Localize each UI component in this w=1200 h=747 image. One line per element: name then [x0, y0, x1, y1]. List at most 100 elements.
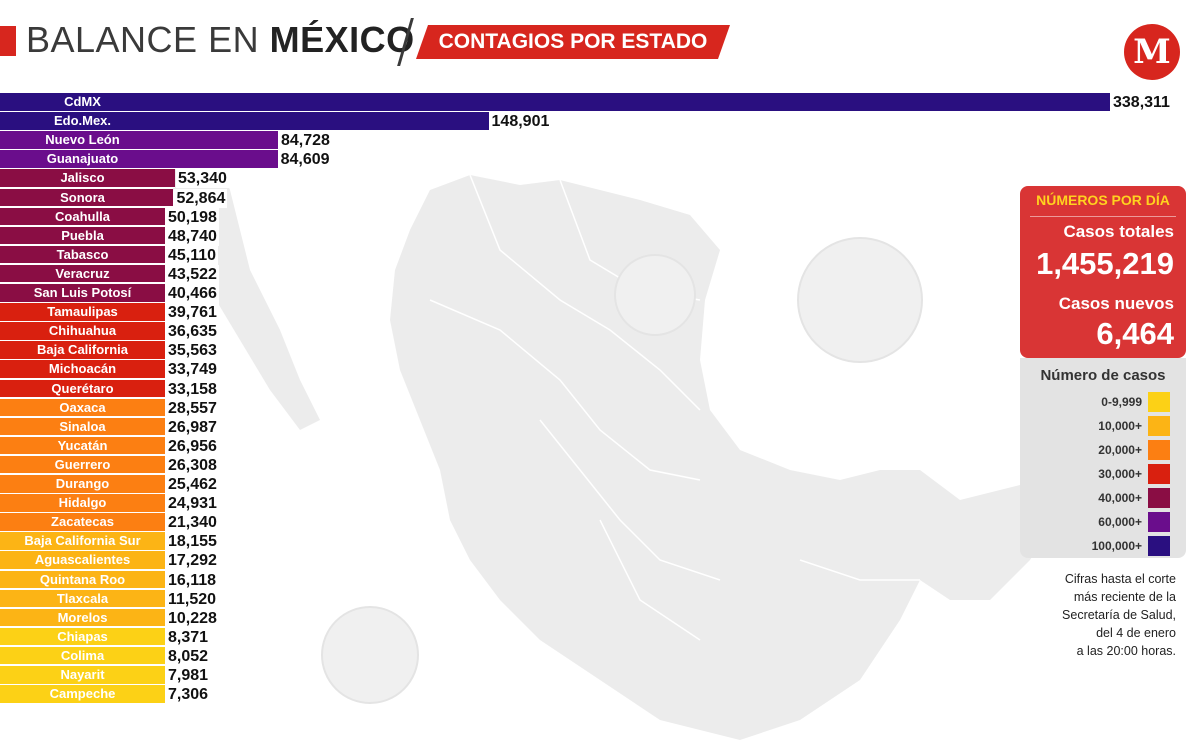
bar [0, 169, 175, 188]
bar-category-label: Edo.Mex. [53, 113, 112, 129]
bar [0, 589, 165, 609]
bar-category-label: Aguascalientes [34, 552, 131, 568]
bar-value-label: 148,901 [489, 112, 552, 132]
bar [0, 360, 165, 379]
milenio-logo: M [1124, 24, 1180, 80]
legend-swatch [1148, 416, 1170, 436]
bar-category-label: Chihuahua [48, 323, 117, 339]
bar [0, 226, 165, 246]
bar [0, 303, 165, 322]
bar-value-label: 8,052 [166, 646, 211, 666]
header-accent-bar [0, 26, 16, 56]
bar-value-label: 45,110 [166, 245, 219, 265]
bar [0, 398, 165, 418]
bar [0, 150, 278, 169]
bar-value-label: 18,155 [166, 532, 219, 552]
bar [0, 322, 165, 341]
bar-value-label: 84,728 [278, 131, 332, 151]
bar-category-label: Guerrero [54, 456, 111, 472]
bar [0, 608, 165, 628]
bar-value-label: 11,520 [166, 589, 219, 609]
bar-value-label: 53,340 [176, 169, 229, 189]
legend-label: 40,000+ [1098, 491, 1142, 505]
bar [0, 264, 165, 284]
bar-category-label: Michoacán [48, 361, 117, 377]
bar [0, 417, 165, 437]
bar-category-label: Chiapas [57, 628, 108, 644]
legend-label: 30,000+ [1098, 467, 1142, 481]
bar [0, 188, 174, 207]
bar [0, 436, 165, 456]
new-cases-label: Casos nuevos [1058, 294, 1174, 313]
bar-category-label: Tabasco [56, 246, 109, 262]
bar-value-label: 8,371 [166, 627, 211, 647]
bar [0, 455, 165, 475]
panel-heading: NÚMEROS POR DÍA [1036, 192, 1170, 208]
bar-value-label: 39,761 [166, 303, 219, 323]
bar-category-label: CdMX [64, 94, 101, 109]
total-cases-label: Casos totales [1063, 222, 1174, 241]
legend-label: 10,000+ [1098, 419, 1142, 433]
bar-value-label: 21,340 [166, 513, 219, 533]
note-line: a las 20:00 horas. [1076, 644, 1176, 658]
bar [0, 341, 165, 360]
bar [0, 627, 165, 647]
bar-category-label: Veracruz [55, 265, 110, 281]
bar-category-label: Coahulla [55, 208, 110, 224]
bar-category-label: Yucatán [57, 437, 108, 453]
bar-value-label: 40,466 [166, 284, 219, 303]
note-line: más reciente de la [1073, 590, 1176, 604]
bar-category-label: Oaxaca [59, 399, 106, 415]
legend-swatch [1148, 464, 1170, 484]
legend-swatch [1148, 392, 1170, 412]
note-line: del 4 de enero [1096, 626, 1176, 640]
legend-label: 60,000+ [1098, 515, 1142, 529]
daily-numbers-panel: NÚMEROS POR DÍA Casos totales 1,455,219 … [1020, 186, 1186, 358]
bar-value-label: 26,956 [166, 436, 219, 456]
legend-panel: Número de casos 0-9,999 10,000+ 20,000+ 30,… [1020, 358, 1186, 558]
bar [0, 379, 165, 398]
bar-value-label: 33,158 [166, 379, 219, 399]
legend-row: 10,000+ [1020, 416, 1186, 438]
source-note: Cifras hasta el corte más reciente de la… [1030, 570, 1176, 660]
bar [0, 666, 165, 685]
bar [0, 131, 278, 150]
bar-category-label: Guanajuato [46, 151, 119, 167]
bar-value-label: 25,462 [166, 475, 219, 494]
legend-label: 100,000+ [1091, 539, 1142, 553]
bar-category-label: Campeche [49, 686, 116, 702]
bar [0, 475, 165, 494]
bar [0, 245, 165, 265]
bar-category-label: Hidalgo [58, 495, 107, 511]
note-line: Cifras hasta el corte [1064, 572, 1176, 586]
bar-value-label: 26,987 [166, 417, 219, 437]
legend-label: 0-9,999 [1101, 395, 1142, 409]
bar-category-label: Durango [55, 476, 110, 491]
bar-value-label: 33,749 [166, 360, 219, 380]
bar-value-label: 26,308 [166, 455, 219, 475]
bar-category-label: Jalisco [60, 170, 105, 186]
bar-value-label: 24,931 [166, 494, 219, 514]
bar [0, 284, 165, 303]
bar-value-label: 16,118 [166, 570, 219, 590]
title-light: BALANCE EN [26, 19, 270, 60]
legend-row: 0-9,999 [1020, 392, 1186, 414]
bar [0, 551, 165, 570]
bar-value-label: 17,292 [166, 551, 219, 571]
bar-value-label: 36,635 [166, 322, 219, 342]
legend-label: 20,000+ [1098, 443, 1142, 457]
bar-category-label: Nuevo León [45, 132, 120, 148]
bar-value-label: 10,228 [166, 608, 219, 628]
bar-category-label: Tlaxcala [56, 590, 109, 606]
bar [0, 532, 165, 551]
bar [0, 513, 165, 532]
legend-swatch [1148, 440, 1170, 460]
bar-category-label: Baja California [36, 342, 129, 358]
bar-category-label: Nayarit [60, 667, 105, 682]
bar-value-label: 43,522 [166, 264, 219, 284]
panel-divider [1030, 216, 1176, 217]
bar-category-label: Quintana Roo [39, 571, 126, 587]
title-bold: MÉXICO [269, 19, 415, 60]
bar [0, 93, 1110, 112]
bar-category-label: Puebla [61, 227, 104, 243]
